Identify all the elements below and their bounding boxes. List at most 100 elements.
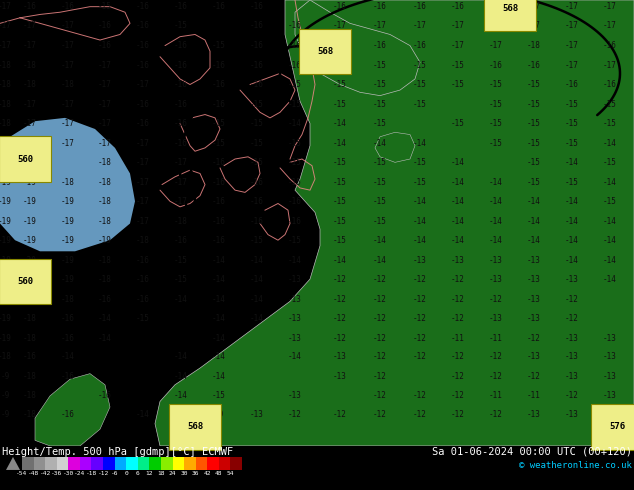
Text: -12: -12 — [333, 294, 347, 304]
Text: -15: -15 — [603, 100, 617, 109]
Text: 568: 568 — [187, 422, 203, 432]
Text: -12: -12 — [373, 410, 387, 419]
Text: Sa 01-06-2024 00:00 UTC (00+120): Sa 01-06-2024 00:00 UTC (00+120) — [432, 447, 632, 457]
Text: -15: -15 — [333, 158, 347, 167]
Text: -16: -16 — [136, 61, 150, 70]
Text: -13: -13 — [288, 392, 302, 400]
Text: -17: -17 — [136, 217, 150, 226]
Text: -17: -17 — [23, 100, 37, 109]
Text: -15: -15 — [333, 236, 347, 245]
Text: -19: -19 — [98, 236, 112, 245]
Bar — [80, 457, 91, 470]
Text: -14: -14 — [527, 197, 541, 206]
Text: -16: -16 — [61, 410, 75, 419]
Text: 18: 18 — [157, 471, 165, 476]
Text: -15: -15 — [527, 100, 541, 109]
Text: -15: -15 — [565, 119, 579, 128]
Text: -15: -15 — [373, 197, 387, 206]
Bar — [91, 457, 103, 470]
Text: -14: -14 — [565, 256, 579, 265]
Text: -16: -16 — [174, 236, 188, 245]
Text: -18: -18 — [23, 334, 37, 343]
Text: -14: -14 — [333, 119, 347, 128]
Text: -14: -14 — [250, 274, 264, 284]
Text: -18: -18 — [0, 100, 12, 109]
Text: -12: -12 — [413, 294, 427, 304]
Text: -15: -15 — [603, 119, 617, 128]
Text: -18: -18 — [23, 158, 37, 167]
Text: -18: -18 — [0, 80, 12, 89]
Text: -14: -14 — [413, 217, 427, 226]
Text: 560: 560 — [17, 154, 33, 164]
Text: -16: -16 — [250, 41, 264, 50]
Text: -17: -17 — [565, 2, 579, 11]
Text: -14: -14 — [333, 139, 347, 148]
Text: -16: -16 — [288, 61, 302, 70]
Text: -11: -11 — [489, 334, 503, 343]
Text: -13: -13 — [489, 314, 503, 322]
Text: -14: -14 — [373, 139, 387, 148]
Text: -12: -12 — [489, 352, 503, 362]
Text: © weatheronline.co.uk: © weatheronline.co.uk — [519, 461, 632, 470]
Text: -18: -18 — [136, 236, 150, 245]
Text: -16: -16 — [333, 2, 347, 11]
Text: -16: -16 — [98, 21, 112, 30]
Text: -16: -16 — [250, 217, 264, 226]
Text: -18: -18 — [98, 178, 112, 187]
Text: -9: -9 — [1, 372, 10, 381]
Text: -15: -15 — [212, 139, 226, 148]
Bar — [196, 457, 207, 470]
Text: -14: -14 — [250, 314, 264, 322]
Bar — [22, 457, 34, 470]
Text: -16: -16 — [212, 236, 226, 245]
Text: -17: -17 — [565, 41, 579, 50]
Text: -15: -15 — [527, 80, 541, 89]
Text: -15: -15 — [333, 178, 347, 187]
Text: -15: -15 — [413, 80, 427, 89]
Text: -12: -12 — [413, 410, 427, 419]
Text: -18: -18 — [174, 217, 188, 226]
Text: -16: -16 — [136, 2, 150, 11]
Text: -13: -13 — [565, 352, 579, 362]
Text: -18: -18 — [98, 197, 112, 206]
Text: -19: -19 — [23, 178, 37, 187]
Text: -17: -17 — [603, 2, 617, 11]
Bar — [68, 457, 80, 470]
Text: 36: 36 — [192, 471, 200, 476]
Text: -15: -15 — [174, 256, 188, 265]
Bar — [207, 457, 219, 470]
Text: -14: -14 — [603, 256, 617, 265]
Text: -18: -18 — [23, 314, 37, 322]
Text: -12: -12 — [451, 392, 465, 400]
Text: -14: -14 — [451, 236, 465, 245]
Text: -17: -17 — [489, 41, 503, 50]
Text: -16: -16 — [212, 100, 226, 109]
Text: -13: -13 — [527, 314, 541, 322]
Text: -13: -13 — [288, 314, 302, 322]
Text: -14: -14 — [212, 334, 226, 343]
Text: -15: -15 — [333, 197, 347, 206]
Text: -14: -14 — [136, 410, 150, 419]
Text: -15: -15 — [603, 197, 617, 206]
Text: -12: -12 — [413, 352, 427, 362]
Text: -20: -20 — [0, 294, 12, 304]
Text: -14: -14 — [288, 119, 302, 128]
Text: -16: -16 — [136, 274, 150, 284]
Text: -14: -14 — [489, 197, 503, 206]
Text: 568: 568 — [317, 47, 333, 56]
Text: -17: -17 — [0, 2, 12, 11]
Text: -16: -16 — [212, 197, 226, 206]
Text: -17: -17 — [61, 21, 75, 30]
Text: -17: -17 — [98, 61, 112, 70]
Text: 42: 42 — [204, 471, 211, 476]
Text: -15: -15 — [489, 100, 503, 109]
Text: -16: -16 — [61, 2, 75, 11]
Text: -16: -16 — [288, 41, 302, 50]
Text: -14: -14 — [451, 158, 465, 167]
Text: -16: -16 — [250, 178, 264, 187]
Polygon shape — [295, 0, 420, 96]
Text: -18: -18 — [61, 80, 75, 89]
Text: -16: -16 — [136, 256, 150, 265]
Text: -14: -14 — [250, 294, 264, 304]
Text: -14: -14 — [527, 236, 541, 245]
